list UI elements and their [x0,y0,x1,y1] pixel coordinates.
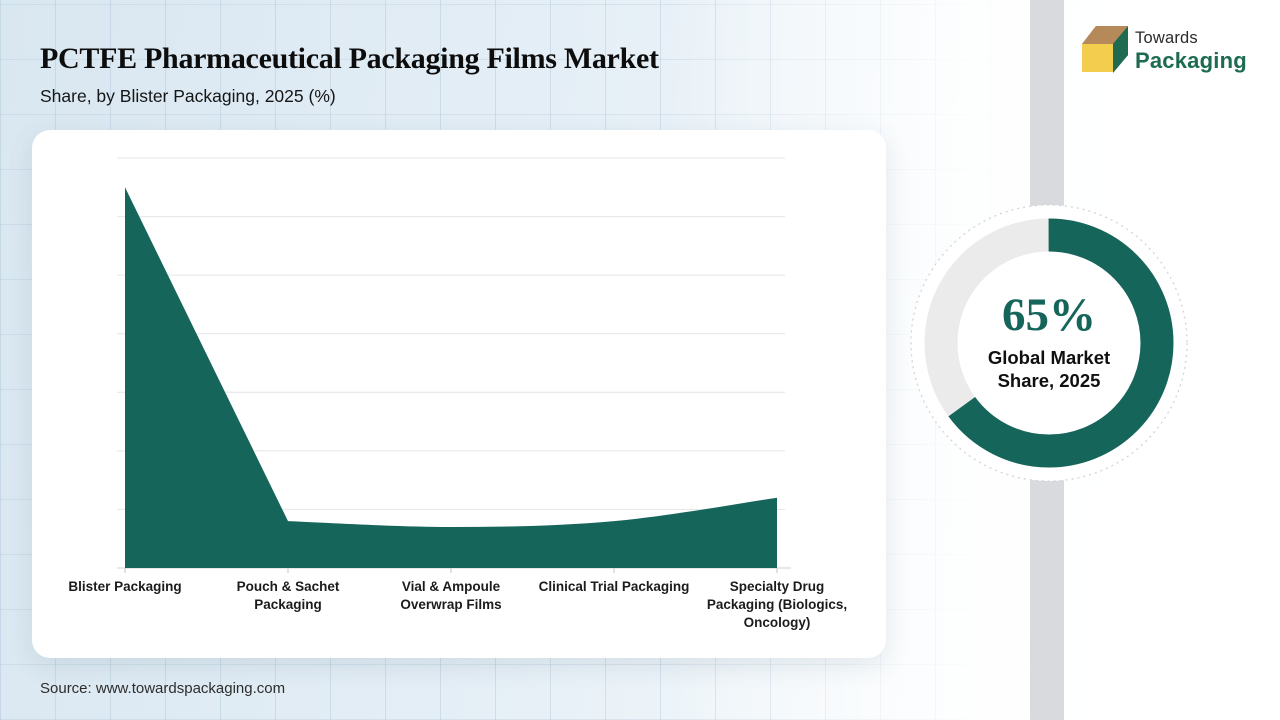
donut-center-text: 65% Global Market Share, 2025 [959,290,1139,392]
x-axis-label: Blister Packaging [68,579,182,594]
donut-rings [910,204,1188,482]
brand-logo: Towards Packaging [1080,26,1247,74]
brand-name: Towards Packaging [1135,26,1247,74]
donut-chart: 65% Global Market Share, 2025 [904,198,1194,488]
area-chart [117,157,791,573]
x-axis-label: Clinical Trial Packaging [538,579,690,594]
donut-value-label: 65% [1002,288,1096,341]
box-front-face [1082,44,1113,72]
header: PCTFE Pharmaceutical Packaging Films Mar… [40,42,659,107]
donut-caption: Global Market Share, 2025 [987,346,1111,391]
source-text: Source: www.towardspackaging.com [40,680,286,697]
page-subtitle: Share, by Blister Packaging, 2025 (%) [40,86,336,106]
x-axis-label: Vial & Ampoule Overwrap Films [400,579,502,612]
area-chart-card: Blister Packaging Pouch & Sachet Packagin… [32,130,886,658]
x-axis-label: Pouch & Sachet Packaging [236,579,340,612]
package-box-icon [1080,26,1128,73]
donut-value-arc [924,218,1174,468]
brand-name-top: Towards [1135,29,1198,47]
page-title: PCTFE Pharmaceutical Packaging Films Mar… [40,42,659,75]
box-top-face [1081,26,1128,44]
area-series [125,187,777,568]
x-axis-label: Specialty Drug Packaging (Biologics, Onc… [706,579,848,630]
brand-name-bottom: Packaging [1135,48,1247,73]
